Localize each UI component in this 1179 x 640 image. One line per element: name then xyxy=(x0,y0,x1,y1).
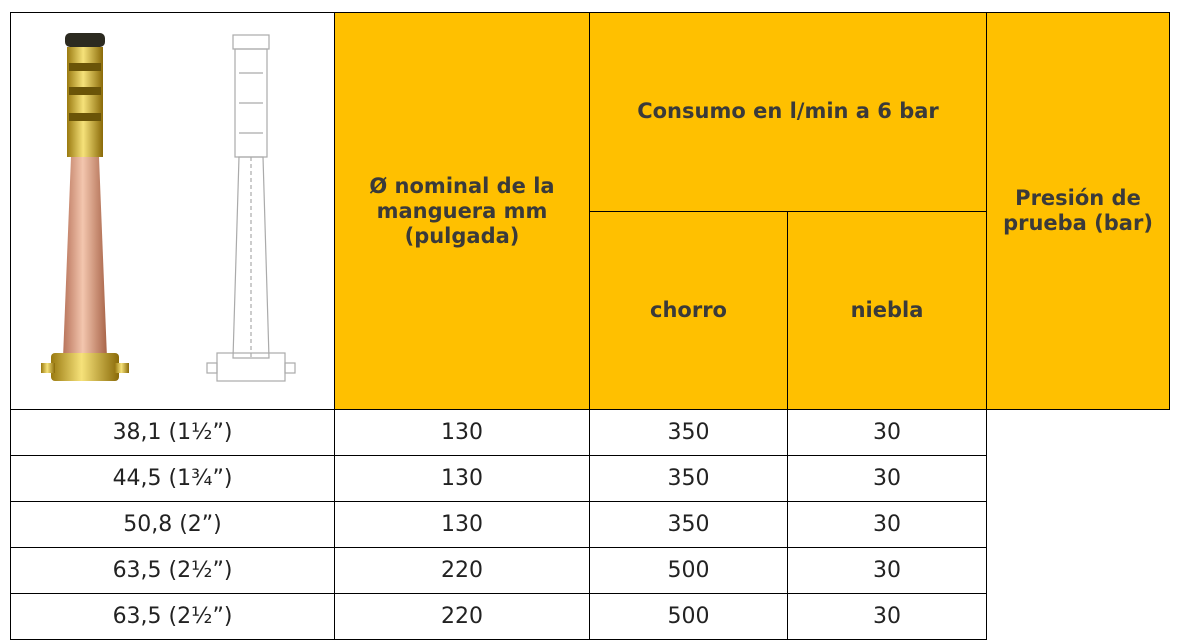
data-cell: 30 xyxy=(788,594,987,640)
header-row: Ø nominal de la manguera mm (pulgada) Co… xyxy=(11,13,1170,212)
data-cell: 130 xyxy=(335,410,590,456)
data-cell: 220 xyxy=(335,548,590,594)
header-cell: Presión de prueba (bar) xyxy=(987,13,1170,410)
data-cell: 44,5 (1¾”) xyxy=(11,456,335,502)
data-cell: 63,5 (2½”) xyxy=(11,548,335,594)
data-cell: 30 xyxy=(788,548,987,594)
data-cell: 500 xyxy=(590,594,788,640)
data-cell: 30 xyxy=(788,502,987,548)
header-cell: Consumo en l/min a 6 bar xyxy=(590,13,987,212)
data-cell: 350 xyxy=(590,502,788,548)
data-cell: 50,8 (2”) xyxy=(11,502,335,548)
data-cell: 220 xyxy=(335,594,590,640)
data-cell: 38,1 (1½”) xyxy=(11,410,335,456)
spec-table: Ø nominal de la manguera mm (pulgada) Co… xyxy=(10,12,1170,640)
data-cell: 30 xyxy=(788,456,987,502)
data-cell: 30 xyxy=(788,410,987,456)
data-cell: 130 xyxy=(335,456,590,502)
image-cell xyxy=(11,13,335,410)
data-cell: 350 xyxy=(590,456,788,502)
data-cell: 500 xyxy=(590,548,788,594)
page: Ø nominal de la manguera mm (pulgada) Co… xyxy=(0,0,1179,415)
nozzle-images xyxy=(11,13,334,405)
data-cell: 130 xyxy=(335,502,590,548)
data-cell: 63,5 (2½”) xyxy=(11,594,335,640)
header-cell: chorro xyxy=(590,211,788,410)
header-cell: niebla xyxy=(788,211,987,410)
data-cell: 350 xyxy=(590,410,788,456)
header-cell: Ø nominal de la manguera mm (pulgada) xyxy=(335,13,590,410)
